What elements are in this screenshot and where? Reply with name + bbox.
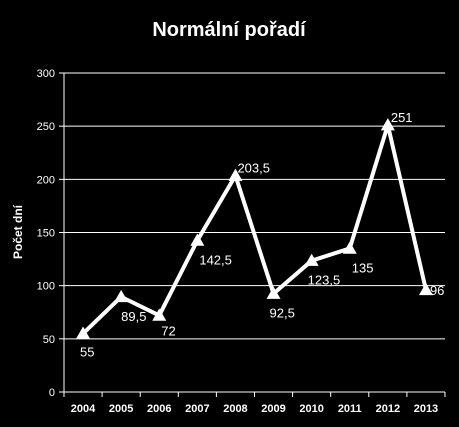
data-label: 92,5: [270, 306, 295, 321]
x-tick-label: 2006: [147, 403, 171, 415]
data-point-marker: [114, 289, 129, 303]
chart-title: Normální pořadí: [152, 19, 307, 41]
y-axis-ticks: 0 50 100 150 200 250 300: [37, 68, 64, 399]
data-label: 142,5: [199, 252, 232, 267]
data-point-marker: [342, 241, 357, 254]
data-label: 96: [430, 283, 444, 298]
x-tick-label: 2010: [299, 403, 323, 415]
data-point-marker: [418, 282, 433, 296]
data-label: 89,5: [121, 309, 146, 324]
data-point-marker: [152, 308, 167, 321]
x-tick-label: 2004: [71, 403, 96, 415]
data-label: 123,5: [308, 273, 341, 288]
data-labels: 55 89,5 72 142,5 203,5 92,5 123,5 135 251 96: [80, 110, 444, 359]
y-tick-label: 50: [43, 334, 55, 346]
x-tick-label: 2007: [185, 403, 209, 415]
data-point-marker: [266, 286, 281, 299]
data-point-marker: [304, 253, 319, 266]
y-tick-label: 0: [49, 387, 55, 399]
axes: [63, 73, 445, 393]
x-tick-label: 2011: [338, 403, 362, 415]
y-tick-label: 250: [37, 121, 55, 133]
data-label: 251: [391, 110, 413, 125]
y-tick-label: 300: [37, 68, 55, 80]
data-point-marker: [380, 118, 395, 131]
data-point-marker: [228, 168, 243, 181]
y-tick-label: 150: [37, 228, 55, 240]
y-tick-label: 100: [37, 281, 55, 293]
series-line-path: [81, 123, 428, 335]
data-point-marker: [76, 326, 91, 339]
x-tick-label: 2008: [223, 403, 247, 415]
data-label: 55: [80, 345, 94, 360]
x-tick-label: 2013: [414, 403, 438, 415]
data-label: 72: [161, 323, 175, 338]
data-label: 203,5: [237, 161, 270, 176]
x-tick-label: 2009: [261, 403, 285, 415]
data-label: 135: [352, 260, 374, 275]
x-axis-ticks: 2004 2005 2006 2007 2008 2009 2010 2011 2012 2013: [63, 392, 446, 415]
y-axis-label: Počet dní: [11, 204, 25, 259]
y-tick-label: 200: [37, 174, 55, 186]
series-line: [76, 118, 433, 339]
data-point-marker: [190, 233, 205, 246]
x-tick-label: 2012: [376, 403, 400, 415]
x-tick-label: 2005: [109, 403, 133, 415]
